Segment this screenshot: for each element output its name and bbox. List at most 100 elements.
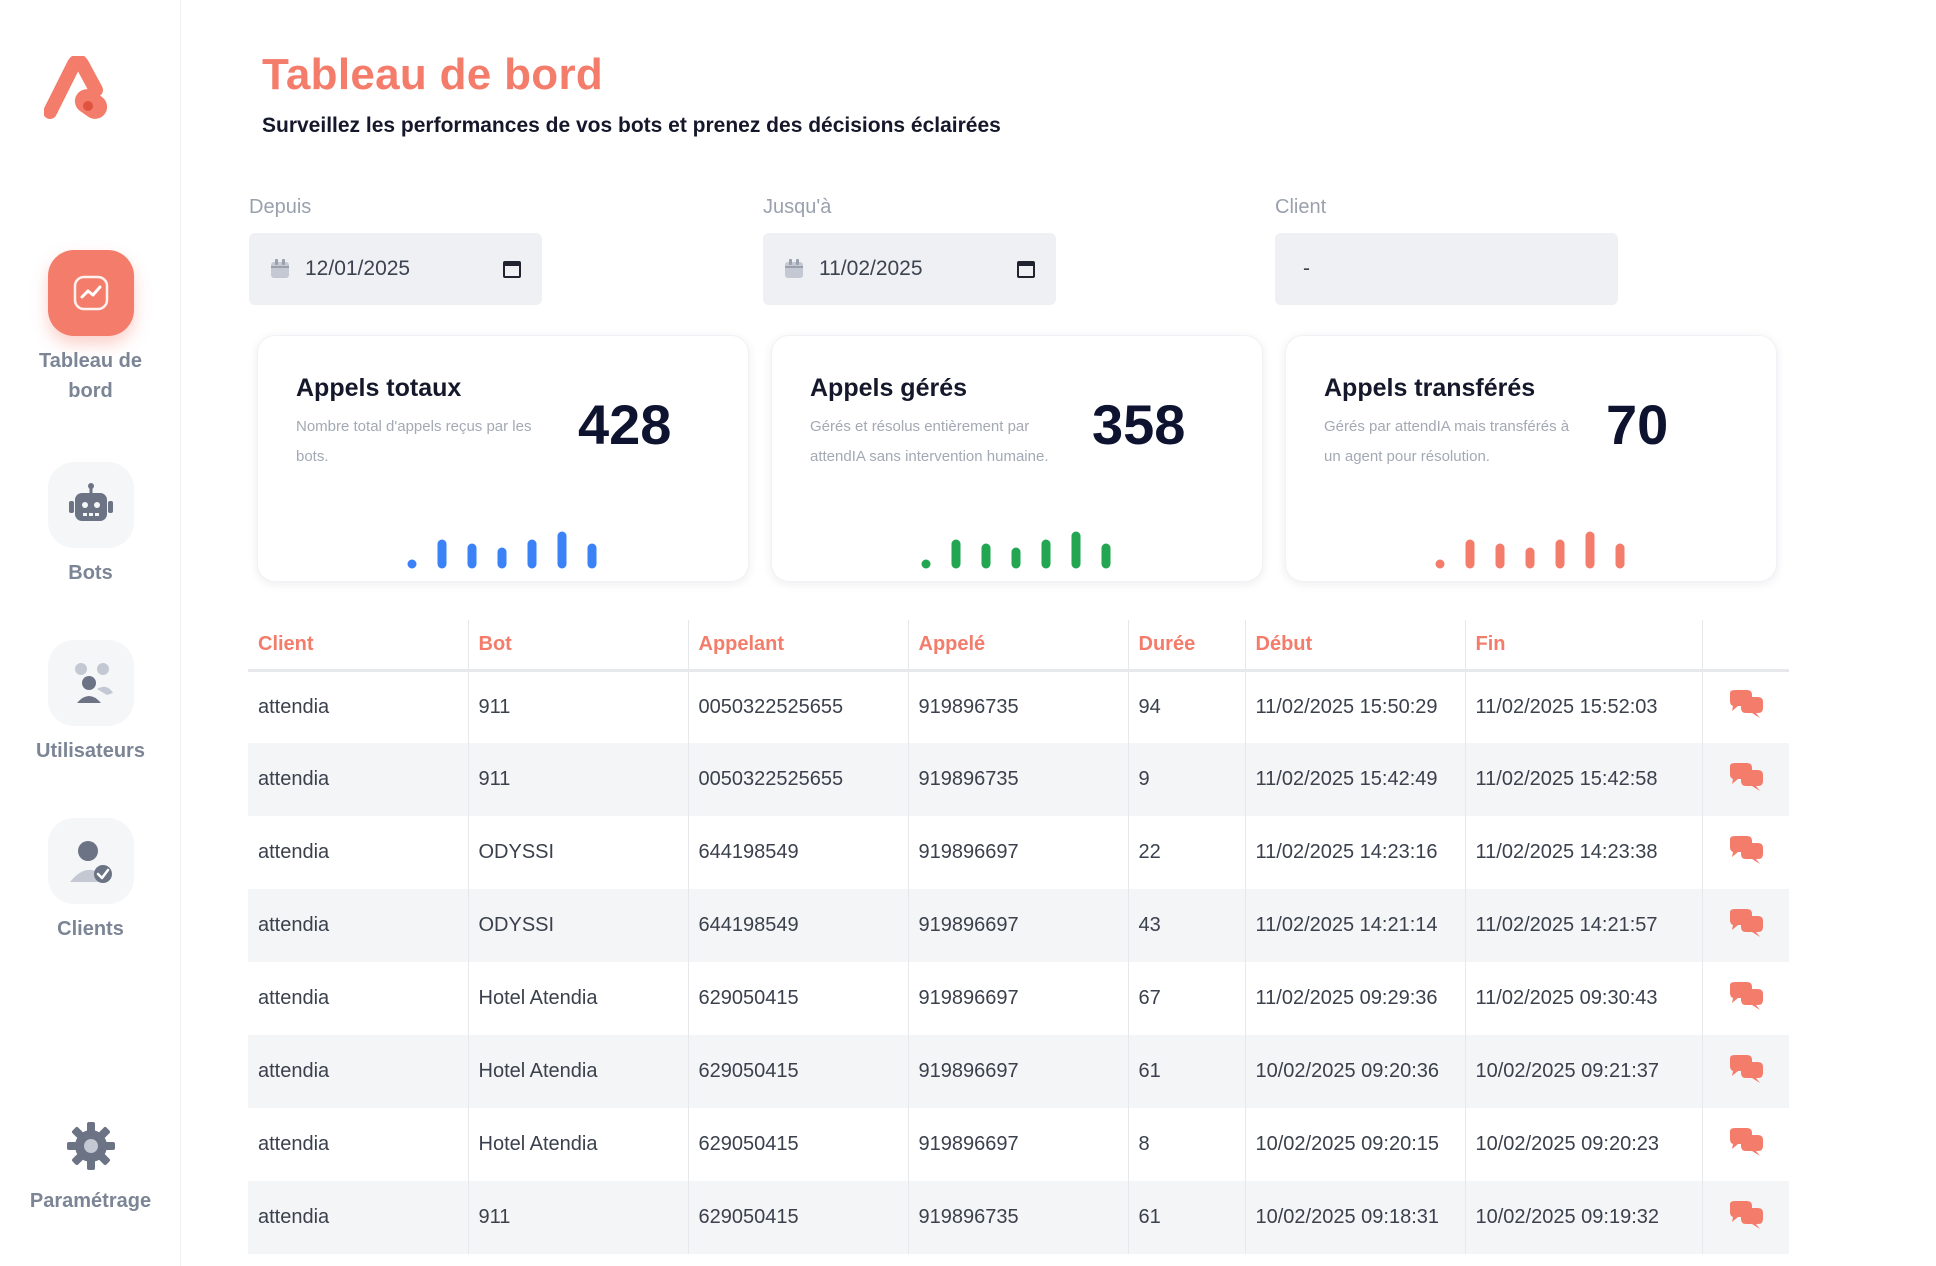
sidebar-item-label: Bots (68, 562, 113, 584)
to-date-input[interactable]: 11/02/2025 (763, 233, 1056, 305)
chat-bubbles-icon[interactable] (1727, 981, 1765, 1011)
cell-client: attendia (248, 743, 469, 816)
cell-caller: 644198549 (688, 889, 909, 962)
card-title: Appels totaux (296, 374, 462, 402)
table-header-row: Client Bot Appelant Appelé Durée Début F… (248, 620, 1789, 672)
table-row[interactable]: attendia 911 0050322525655 919896735 94 11/02… (248, 670, 1789, 743)
column-header-client[interactable]: Client (248, 620, 469, 672)
cell-callee: 919896735 (908, 1181, 1129, 1254)
client-select-value: - (1303, 257, 1310, 280)
table-row[interactable]: attendia Hotel Atendia 629050415 919896697 6… (248, 1035, 1789, 1108)
table-row[interactable]: attendia Hotel Atendia 629050415 919896697 6… (248, 962, 1789, 1035)
chat-bubbles-icon[interactable] (1727, 1054, 1765, 1084)
chat-bubbles-icon[interactable] (1727, 762, 1765, 792)
stat-card-total-calls: Appels totaux Nombre total d'appels reçu… (257, 335, 749, 582)
cell-bot: 911 (468, 1181, 689, 1254)
column-header-start[interactable]: Début (1245, 620, 1466, 672)
cell-callee: 919896697 (908, 1108, 1129, 1181)
card-description: Gérés et résolus entièrement par attendI… (810, 418, 1049, 465)
chat-bubbles-icon[interactable] (1727, 1200, 1765, 1230)
cell-start: 10/02/2025 09:20:36 (1245, 1035, 1466, 1108)
cell-duration: 43 (1128, 889, 1246, 962)
cell-client: attendia (248, 1108, 469, 1181)
cell-caller: 629050415 (688, 1181, 909, 1254)
filter-to-label: Jusqu'à (763, 196, 832, 218)
table-row[interactable]: attendia Hotel Atendia 629050415 919896697 8… (248, 1108, 1789, 1181)
column-header-caller[interactable]: Appelant (688, 620, 909, 672)
app-logo[interactable] (44, 56, 112, 122)
gear-icon (61, 1116, 121, 1176)
filter-client: Client - (1275, 196, 1618, 305)
calendar-picker-icon[interactable] (1016, 259, 1036, 279)
cell-start: 11/02/2025 15:42:49 (1245, 743, 1466, 816)
card-title: Appels transférés (1324, 374, 1536, 402)
filter-from-label: Depuis (249, 196, 312, 218)
cell-actions (1702, 1108, 1789, 1181)
cell-client: attendia (248, 1181, 469, 1254)
calendar-icon (271, 259, 289, 278)
cell-start: 11/02/2025 09:29:36 (1245, 962, 1466, 1035)
calls-table: Client Bot Appelant Appelé Durée Début F… (248, 620, 1789, 1254)
sparkline-chart (1435, 531, 1625, 569)
sidebar-item-label: Tableau de bord (39, 350, 142, 402)
table-row[interactable]: attendia 911 629050415 919896735 61 10/02/202… (248, 1181, 1789, 1254)
cell-callee: 919896735 (908, 743, 1129, 816)
cell-duration: 9 (1128, 743, 1246, 816)
cell-start: 11/02/2025 14:21:14 (1245, 889, 1466, 962)
cell-end: 10/02/2025 09:21:37 (1465, 1035, 1703, 1108)
robot-icon (47, 462, 134, 548)
cell-start: 10/02/2025 09:18:31 (1245, 1181, 1466, 1254)
column-header-callee[interactable]: Appelé (908, 620, 1129, 672)
sidebar-item-dashboard[interactable]: Tableau de bord (0, 250, 181, 406)
sidebar-item-bots[interactable]: Bots (0, 462, 181, 588)
cell-duration: 94 (1128, 670, 1246, 743)
card-value: 428 (578, 393, 672, 456)
column-header-actions (1702, 620, 1789, 672)
cell-end: 11/02/2025 09:30:43 (1465, 962, 1703, 1035)
card-value: 70 (1606, 393, 1669, 456)
sidebar-item-users[interactable]: Utilisateurs (0, 640, 181, 766)
cell-duration: 22 (1128, 816, 1246, 889)
page-subtitle: Surveillez les performances de vos bots … (262, 114, 1001, 137)
column-header-end[interactable]: Fin (1465, 620, 1703, 672)
client-select[interactable]: - (1275, 233, 1618, 305)
cell-duration: 61 (1128, 1035, 1246, 1108)
cell-bot: Hotel Atendia (468, 1108, 689, 1181)
cell-end: 11/02/2025 15:52:03 (1465, 670, 1703, 743)
sidebar-item-settings[interactable]: Paramétrage (0, 1116, 181, 1216)
chat-bubbles-icon[interactable] (1727, 835, 1765, 865)
cell-duration: 61 (1128, 1181, 1246, 1254)
cell-caller: 629050415 (688, 1035, 909, 1108)
chat-bubbles-icon[interactable] (1727, 689, 1765, 719)
cell-start: 11/02/2025 14:23:16 (1245, 816, 1466, 889)
column-header-bot[interactable]: Bot (468, 620, 689, 672)
to-date-value: 11/02/2025 (819, 257, 923, 280)
cell-bot: 911 (468, 743, 689, 816)
cell-bot: ODYSSI (468, 816, 689, 889)
filter-to: Jusqu'à 11/02/2025 (763, 196, 1056, 305)
chat-bubbles-icon[interactable] (1727, 1127, 1765, 1157)
cell-callee: 919896697 (908, 962, 1129, 1035)
sidebar-item-label: Paramétrage (29, 1190, 152, 1212)
table-row[interactable]: attendia ODYSSI 644198549 919896697 43 11/02/… (248, 889, 1789, 962)
cell-caller: 0050322525655 (688, 743, 909, 816)
table-row[interactable]: attendia ODYSSI 644198549 919896697 22 11/02/… (248, 816, 1789, 889)
sidebar-item-clients[interactable]: Clients (0, 818, 181, 944)
cell-start: 11/02/2025 15:50:29 (1245, 670, 1466, 743)
cell-client: attendia (248, 670, 469, 743)
cell-bot: Hotel Atendia (468, 962, 689, 1035)
chat-bubbles-icon[interactable] (1727, 908, 1765, 938)
cell-end: 10/02/2025 09:19:32 (1465, 1181, 1703, 1254)
from-date-input[interactable]: 12/01/2025 (249, 233, 542, 305)
cell-end: 11/02/2025 15:42:58 (1465, 743, 1703, 816)
card-title: Appels gérés (810, 374, 968, 402)
cell-bot: 911 (468, 670, 689, 743)
cell-client: attendia (248, 816, 469, 889)
filter-client-label: Client (1275, 196, 1327, 218)
column-header-duration[interactable]: Durée (1128, 620, 1246, 672)
calendar-picker-icon[interactable] (502, 259, 522, 279)
cell-actions (1702, 816, 1789, 889)
card-description: Nombre total d'appels reçus par les bots… (296, 418, 532, 465)
cell-end: 11/02/2025 14:23:38 (1465, 816, 1703, 889)
table-row[interactable]: attendia 911 0050322525655 919896735 9 11/02/… (248, 743, 1789, 816)
